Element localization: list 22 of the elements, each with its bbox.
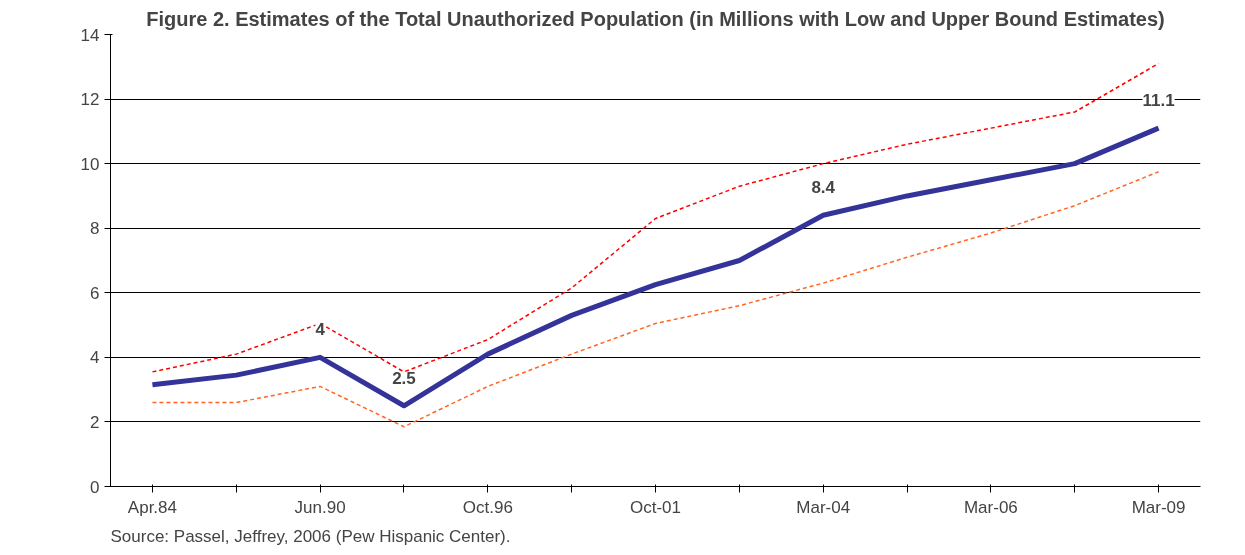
x-tick-label: Oct.96 bbox=[462, 497, 513, 517]
x-tick-label: Mar-06 bbox=[963, 497, 1018, 517]
data-label: 4 bbox=[315, 320, 326, 340]
y-tick-label: 4 bbox=[90, 348, 100, 368]
chart-title: Figure 2. Estimates of the Total Unauthorized Population (in Millions with Low and Upper Bound Estimates) bbox=[146, 7, 1165, 30]
y-tick-label: 8 bbox=[90, 219, 100, 239]
x-tick-label: Oct-01 bbox=[629, 497, 682, 517]
y-tick-label: 12 bbox=[80, 90, 100, 110]
data-label: 2.5 bbox=[392, 368, 416, 388]
line-series bbox=[151, 170, 1160, 428]
y-tick-label: 10 bbox=[80, 154, 100, 174]
x-tick-label: Apr.84 bbox=[127, 497, 177, 517]
x-tick-label: Mar-04 bbox=[796, 497, 851, 517]
data-label: 8.4 bbox=[811, 178, 836, 198]
x-tick-label: Mar-09 bbox=[1131, 497, 1186, 517]
y-tick-label: 2 bbox=[90, 412, 100, 432]
source-note: Source: Passel, Jeffrey, 2006 (Pew Hispanic Center). bbox=[110, 526, 511, 546]
data-label: 11.1 bbox=[1142, 91, 1175, 111]
y-tick-label: 14 bbox=[80, 25, 100, 45]
y-tick-label: 6 bbox=[90, 283, 100, 303]
y-tick-label: 0 bbox=[90, 477, 100, 497]
x-tick-label: Jun.90 bbox=[294, 497, 346, 517]
